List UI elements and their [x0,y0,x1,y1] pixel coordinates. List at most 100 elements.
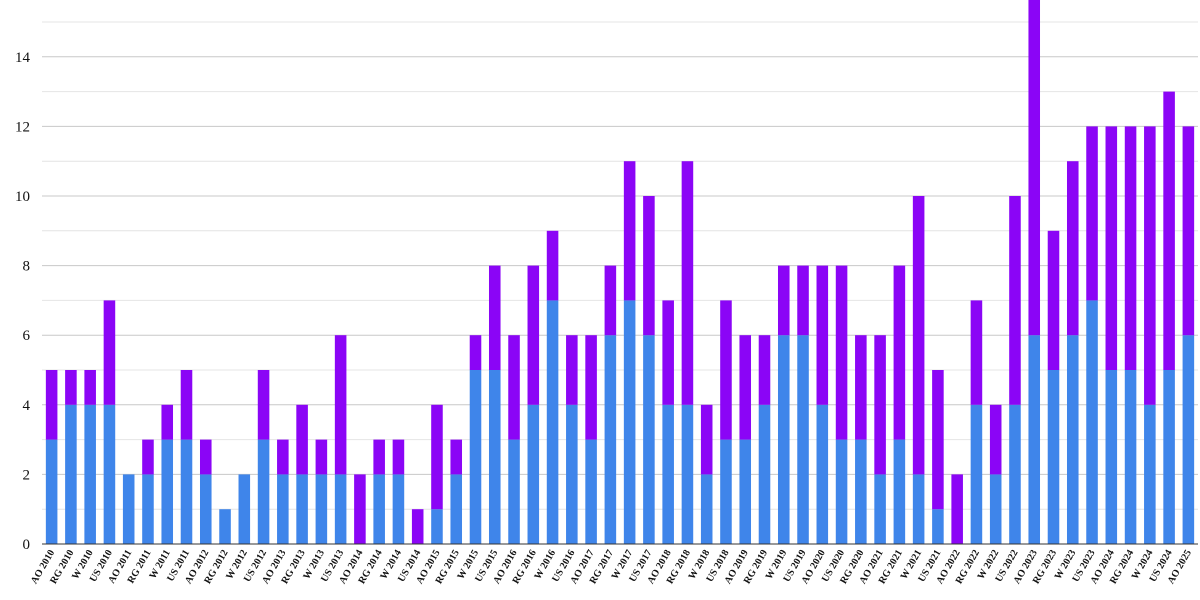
bar-segment-lower [681,404,694,544]
bar-segment-upper [257,370,270,440]
bar-segment-upper [1009,196,1021,405]
bar-segment-lower [142,474,154,544]
bar-segment-upper [932,370,944,510]
bar-segment-upper [142,439,154,475]
bar-segment-upper [199,439,212,475]
bar-segment-lower [45,439,58,544]
bar-segment-upper [777,265,790,336]
bar-segment-lower [797,335,809,544]
bar-segment-upper [1047,230,1060,370]
bar-segment-upper [739,335,752,440]
bar-segment-lower [431,509,443,544]
bar-segment-upper [354,474,366,544]
bar-segment-upper [1105,126,1118,371]
bar-segment-lower [1163,370,1175,544]
bar-segment-upper [989,404,1002,475]
bar-segment-upper [970,300,983,405]
bar-segment-lower [508,439,520,544]
bar-segment-lower [700,474,713,544]
bar-segment-upper [546,230,559,301]
bar-segment-upper [488,265,501,370]
bar-segment-upper [1066,161,1079,336]
bar-segment-lower [1105,370,1118,544]
bar-segment-upper [508,335,520,440]
bar-segment-lower [199,474,212,544]
bar-segment-lower [720,439,732,544]
bar-segment-lower [585,439,597,544]
bar-segment-upper [469,335,482,370]
bar-segment-lower [180,439,193,544]
y-tick-label: 0 [23,537,31,553]
bar-segment-upper [1182,126,1195,336]
bar-segment-upper [161,404,174,440]
bar-segment-lower [84,404,96,544]
bar-segment-lower [1047,370,1060,544]
bar-segment-upper [874,335,886,475]
bar-segment-lower [122,474,135,544]
bar-segment-lower [315,474,328,544]
bar-segment-upper [373,439,385,475]
bar-segment-upper [84,370,96,405]
bar-segment-lower [296,474,308,544]
bar-segment-upper [623,161,636,301]
bar-segment-lower [277,474,289,544]
bar-segment-lower [989,474,1002,544]
bar-segment-upper [662,300,674,405]
bar-segment-upper [45,370,58,440]
y-tick-label: 12 [15,119,30,135]
bars [45,0,1195,544]
y-tick-label: 10 [15,189,30,205]
bar-segment-upper [334,335,347,475]
y-tick-label: 14 [15,50,31,66]
bar-segment-upper [180,370,193,440]
bar-segment-lower [546,300,559,544]
bar-segment-upper [566,335,578,405]
bar-segment-upper [720,300,732,440]
bar-segment-lower [65,404,77,544]
y-tick-label: 6 [23,328,31,344]
bar-segment-upper [392,439,405,475]
bar-segment-lower [1009,404,1021,544]
bar-segment-upper [277,439,289,475]
bar-segment-upper [527,265,540,405]
y-tick-label: 4 [23,398,31,414]
bar-segment-upper [296,404,308,475]
bar-segment-upper [450,439,463,475]
bar-segment-lower [1124,370,1137,544]
bar-segment-upper [65,370,77,405]
bar-segment-lower [238,474,251,544]
gridlines [42,21,1198,510]
bar-segment-upper [797,265,809,336]
bar-segment-upper [893,265,906,440]
bar-segment-lower [392,474,405,544]
bar-segment-upper [1124,126,1137,371]
bar-segment-lower [893,439,906,544]
bar-segment-lower [604,335,617,544]
bar-segment-lower [219,509,231,544]
y-axis-tick-labels: 0 2 4 6 8 10 12 14 [15,50,31,553]
bar-segment-lower [1182,335,1195,544]
bar-segment-upper [604,265,617,336]
bar-segment-lower [874,474,886,544]
bar-segment-upper [585,335,597,440]
bar-segment-upper [431,404,443,510]
bar-segment-lower [739,439,752,544]
bar-segment-upper [1028,0,1041,336]
y-tick-label: 2 [23,467,31,483]
bar-segment-upper [681,161,694,405]
bar-segment-lower [643,335,655,544]
bar-segment-lower [835,439,848,544]
bar-segment-lower [103,404,116,544]
bar-segment-upper [700,404,713,475]
bar-segment-lower [816,404,829,544]
bar-segment-lower [758,404,771,544]
bar-segment-upper [643,196,655,336]
bar-segment-lower [469,370,482,544]
bar-segment-upper [758,335,771,405]
bar-segment-lower [566,404,578,544]
bar-segment-lower [373,474,385,544]
bar-segment-upper [1163,91,1175,370]
bar-segment-upper [315,439,328,475]
